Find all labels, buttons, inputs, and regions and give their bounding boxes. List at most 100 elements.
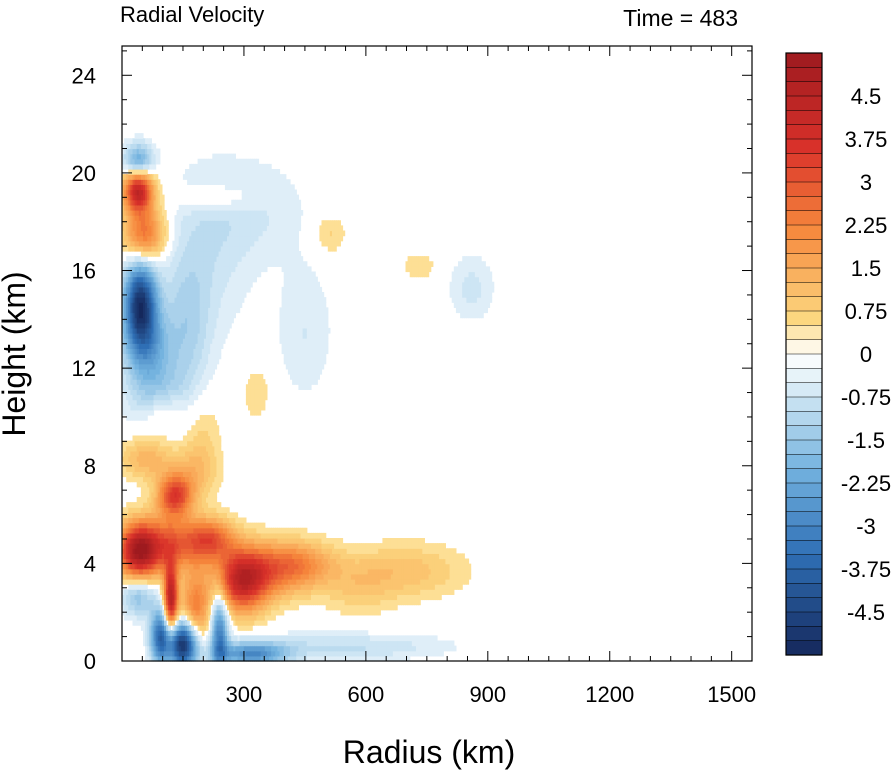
heatmap-cell	[178, 204, 182, 211]
heatmap-cell	[227, 579, 230, 585]
heatmap-cell	[174, 471, 178, 478]
heatmap-cell	[191, 573, 194, 580]
heatmap-cell	[151, 507, 155, 513]
heatmap-cell	[132, 548, 136, 554]
heatmap-cell	[128, 558, 131, 565]
heatmap-cell	[254, 404, 257, 411]
heatmap-cell	[136, 384, 140, 390]
heatmap-cell	[128, 589, 131, 595]
heatmap-cell	[214, 327, 218, 334]
heatmap-cell	[149, 184, 152, 191]
heatmap-cell	[243, 292, 247, 298]
heatmap-cell	[136, 450, 140, 457]
heatmap-cell	[180, 338, 184, 344]
heatmap-cell	[170, 538, 173, 544]
heatmap-cell	[174, 645, 178, 652]
heatmap-cell	[229, 563, 232, 570]
heatmap-cell	[237, 251, 241, 257]
heatmap-cell	[172, 399, 176, 406]
heatmap-cell	[151, 220, 155, 226]
heatmap-cell	[245, 261, 249, 267]
heatmap-cell	[195, 256, 199, 262]
heatmap-cell	[155, 589, 159, 595]
heatmap-cell	[214, 302, 218, 308]
heatmap-cell	[187, 655, 190, 662]
heatmap-cell	[182, 374, 186, 380]
heatmap-cell	[140, 594, 144, 601]
heatmap-cell	[143, 215, 146, 221]
heatmap-cell	[203, 292, 207, 298]
heatmap-cell	[134, 276, 138, 283]
heatmap-cell	[185, 589, 188, 595]
heatmap-cell	[147, 630, 150, 636]
heatmap-cell	[227, 245, 230, 252]
heatmap-cell	[140, 240, 144, 247]
heatmap-cell	[206, 256, 209, 262]
heatmap-cell	[136, 548, 140, 554]
heatmap-cell	[130, 307, 134, 314]
heatmap-cell	[206, 322, 209, 329]
heatmap-cell	[208, 512, 211, 519]
heatmap-cell	[218, 312, 222, 319]
heatmap-cell	[203, 266, 207, 273]
heatmap-cell	[208, 353, 211, 360]
heatmap-cell	[153, 312, 157, 319]
heatmap-cell	[149, 338, 152, 344]
heatmap-cell	[136, 522, 140, 529]
heatmap-cell	[168, 292, 171, 298]
heatmap-cell	[132, 292, 136, 298]
heatmap-cell	[138, 163, 142, 170]
heatmap-cell	[151, 158, 155, 165]
heatmap-cell	[180, 625, 184, 631]
heatmap-cell	[210, 548, 213, 554]
heatmap-cell	[185, 486, 188, 493]
heatmap-cell	[252, 579, 255, 585]
heatmap-cell	[206, 640, 209, 647]
heatmap-cell	[143, 343, 146, 349]
heatmap-cell	[237, 650, 241, 657]
heatmap-cell	[128, 548, 131, 554]
heatmap-cell	[233, 215, 236, 221]
heatmap-cell	[222, 174, 226, 180]
heatmap-cell	[203, 353, 207, 360]
heatmap-cell	[124, 307, 127, 314]
heatmap-cell	[134, 532, 138, 539]
heatmap-cell	[128, 153, 131, 160]
heatmap-cell	[222, 297, 226, 303]
heatmap-cell	[224, 589, 228, 595]
heatmap-cell	[151, 466, 155, 472]
heatmap-cell	[227, 614, 230, 621]
heatmap-cell	[161, 481, 165, 488]
heatmap-cell	[212, 640, 215, 647]
heatmap-cell	[147, 240, 150, 247]
heatmap-cell	[126, 312, 129, 319]
heatmap-cell	[208, 645, 211, 652]
heatmap-cell	[161, 553, 165, 560]
heatmap-cell	[128, 210, 131, 216]
heatmap-cell	[187, 450, 190, 457]
heatmap-cell	[201, 158, 205, 165]
heatmap-cell	[143, 297, 146, 303]
heatmap-cell	[168, 353, 171, 360]
heatmap-cell	[199, 292, 203, 298]
heatmap-cell	[241, 614, 245, 621]
heatmap-cell	[218, 640, 222, 647]
heatmap-cell	[212, 430, 215, 437]
heatmap-cell	[143, 507, 146, 513]
heatmap-cell	[145, 163, 148, 170]
heatmap-cell	[189, 625, 192, 631]
heatmap-cell	[218, 502, 222, 508]
heatmap-cell	[130, 358, 134, 365]
heatmap-cell	[145, 204, 148, 211]
heatmap-cell	[172, 307, 176, 314]
heatmap-cell	[231, 240, 234, 247]
heatmap-cell	[172, 604, 176, 611]
heatmap-cell	[218, 179, 222, 185]
heatmap-cell	[145, 532, 148, 539]
heatmap-cell	[157, 563, 161, 570]
heatmap-cell	[170, 338, 173, 344]
heatmap-cell	[126, 174, 129, 180]
heatmap-cell	[174, 245, 178, 252]
heatmap-cell	[201, 640, 205, 647]
heatmap-cell	[153, 614, 157, 621]
